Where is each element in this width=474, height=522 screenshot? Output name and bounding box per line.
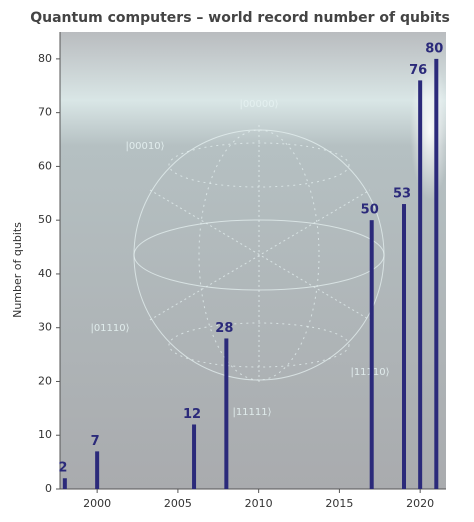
- y-tick-label: 40: [38, 267, 52, 280]
- y-tick-label: 50: [38, 213, 52, 226]
- value-label: 80: [425, 41, 443, 56]
- y-tick-label: 30: [38, 321, 52, 334]
- bar: [192, 424, 197, 489]
- value-label: 2: [58, 461, 67, 476]
- y-axis-label: Number of qubits: [11, 222, 24, 318]
- value-label: 76: [409, 63, 427, 78]
- bar: [434, 58, 439, 489]
- y-tick-label: 20: [38, 374, 52, 387]
- plot-background: [60, 32, 446, 489]
- state-label: |11111⟩: [232, 407, 271, 418]
- state-label: |01110⟩: [90, 323, 129, 334]
- value-label: 28: [215, 321, 233, 336]
- bar: [224, 338, 229, 489]
- bar: [369, 220, 374, 490]
- glow: [410, 60, 450, 200]
- x-tick-label: 2015: [325, 497, 353, 510]
- y-tick-label: 70: [38, 106, 52, 119]
- value-label: 7: [91, 434, 100, 449]
- y-tick-label: 60: [38, 159, 52, 172]
- bar: [418, 80, 423, 489]
- bar: [62, 478, 67, 489]
- chart-title: Quantum computers – world record number …: [30, 10, 450, 26]
- state-label: |00000⟩: [239, 99, 278, 110]
- x-tick-label: 2020: [406, 497, 434, 510]
- bar: [95, 451, 100, 489]
- y-tick-label: 10: [38, 428, 52, 441]
- state-label: |00010⟩: [125, 141, 164, 152]
- value-label: 50: [361, 203, 379, 218]
- y-tick-label: 80: [38, 52, 52, 65]
- value-label: 53: [393, 187, 411, 202]
- x-tick-label: 2010: [245, 497, 273, 510]
- bloch-sphere: [133, 125, 385, 385]
- bar: [402, 204, 407, 489]
- x-tick-label: 2000: [83, 497, 111, 510]
- value-label: 12: [183, 407, 201, 422]
- y-tick-label: 0: [45, 482, 52, 495]
- x-tick-label: 2005: [164, 497, 192, 510]
